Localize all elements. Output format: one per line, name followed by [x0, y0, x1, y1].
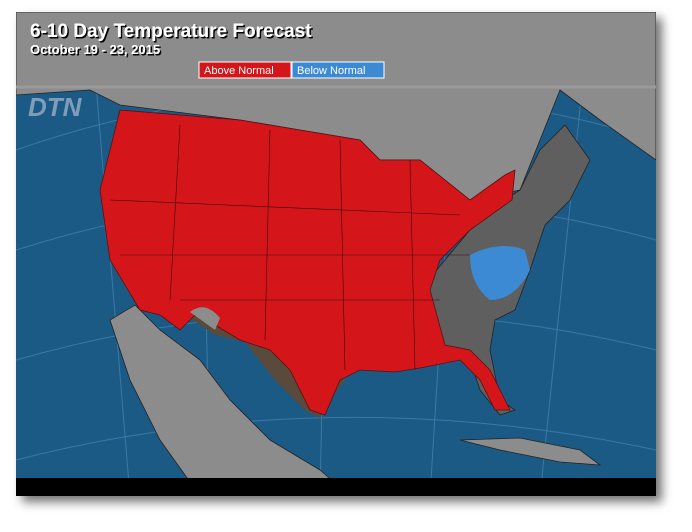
legend-label: Below Normal	[297, 65, 365, 77]
border-shade	[140, 305, 345, 418]
bottom-bar	[16, 478, 656, 496]
cuba-land	[459, 437, 602, 466]
legend-label: Above Normal	[204, 65, 274, 77]
map-subtitle: October 19 - 23, 2015	[30, 42, 160, 57]
legend: Above Normal Below Normal	[198, 61, 385, 79]
state-lines	[109, 124, 470, 371]
logo: DTN	[28, 92, 83, 122]
normal-patch	[190, 307, 220, 330]
legend-swatch	[198, 61, 292, 79]
map	[16, 12, 656, 496]
below-normal-region	[470, 246, 530, 300]
legend-swatch	[291, 61, 385, 79]
map-title: 6-10 Day Temperature Forecast	[30, 21, 312, 42]
